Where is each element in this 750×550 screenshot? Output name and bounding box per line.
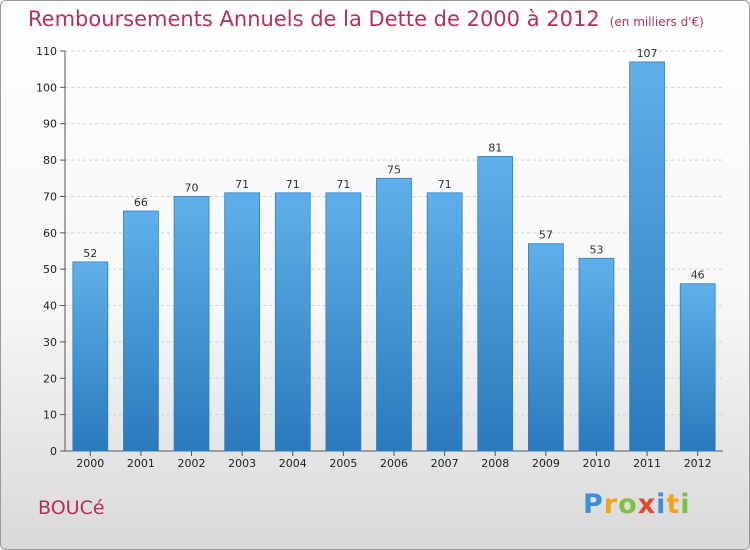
data-label: 46	[691, 269, 705, 282]
chart-title: Remboursements Annuels de la Dette de 20…	[28, 7, 704, 31]
chart-subtitle: (en milliers d'€)	[609, 15, 704, 29]
commune-name: BOUCé	[38, 497, 105, 519]
data-label: 66	[134, 196, 148, 209]
x-tick-label: 2009	[532, 457, 560, 470]
data-label: 75	[387, 163, 401, 176]
x-tick-label: 2006	[380, 457, 408, 470]
bar	[123, 210, 159, 452]
y-tick-label: 60	[43, 227, 57, 240]
x-tick-label: 2000	[76, 457, 104, 470]
bar-chart: 0 10 20 30 40 50 60 70 80 90 100 110 52 2000 66 2001 70 2…	[36, 45, 723, 470]
logo-letter: x	[637, 489, 657, 520]
bar	[274, 192, 311, 452]
data-label: 81	[488, 141, 502, 154]
x-tick-label: 2007	[431, 457, 459, 470]
bar	[325, 192, 362, 452]
y-tick-label: 40	[43, 300, 57, 313]
data-label: 71	[286, 178, 300, 191]
y-tick-label: 80	[43, 154, 57, 167]
data-label: 70	[185, 181, 199, 194]
x-tick-label: 2005	[329, 457, 357, 470]
x-tick-label: 2004	[279, 457, 307, 470]
y-tick-label: 20	[43, 372, 57, 385]
y-tick-label: 10	[43, 409, 57, 422]
y-tick-label: 0	[50, 445, 57, 458]
logo-letter: r	[603, 489, 619, 520]
x-tick-label: 2001	[127, 457, 155, 470]
bar	[527, 243, 564, 452]
data-label: 53	[589, 243, 603, 256]
bar	[173, 196, 210, 452]
bar	[72, 261, 109, 452]
x-tick-label: 2008	[481, 457, 509, 470]
logo-letter: o	[618, 489, 638, 520]
data-label: 71	[235, 178, 249, 191]
bar	[477, 156, 514, 452]
x-tick-label: 2010	[582, 457, 610, 470]
bar	[376, 177, 412, 452]
y-tick-label: 50	[43, 263, 57, 276]
y-tick-label: 110	[36, 45, 57, 58]
data-label: 107	[637, 47, 658, 60]
proxiti-logo: Proxiti	[583, 489, 691, 520]
data-label: 71	[336, 178, 350, 191]
bar	[426, 192, 463, 452]
logo-letter: i	[656, 489, 667, 520]
y-tick-label: 70	[43, 190, 57, 203]
x-tick-label: 2012	[684, 457, 712, 470]
y-tick-label: 90	[43, 118, 57, 131]
logo-letter: i	[680, 489, 691, 520]
bar	[224, 192, 261, 452]
y-tick-label: 30	[43, 336, 57, 349]
title-text: Remboursements Annuels de la Dette de 20…	[28, 7, 600, 31]
y-tick-label: 100	[36, 81, 57, 94]
logo-letter: t	[666, 489, 681, 520]
bar	[679, 283, 716, 452]
logo-letter: P	[583, 489, 604, 520]
bar	[629, 61, 665, 452]
data-label: 52	[83, 247, 97, 260]
x-tick-label: 2003	[228, 457, 256, 470]
x-tick-label: 2011	[633, 457, 661, 470]
bar	[578, 257, 615, 452]
x-tick-label: 2002	[178, 457, 206, 470]
data-label: 57	[539, 229, 553, 242]
data-label: 71	[438, 178, 452, 191]
